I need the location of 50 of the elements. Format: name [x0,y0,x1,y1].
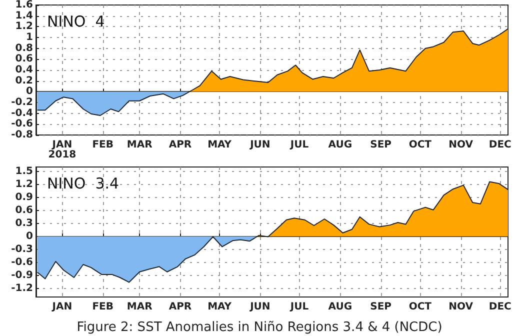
y-tick-label: -0.6 [11,256,34,268]
x-tick-label: MAY [208,302,232,312]
y-tick-label: -0.3 [11,244,34,255]
caption: Figure 2: SST Anomalies in Niño Regions 3.4 & 4 (NCDC) [76,320,442,335]
y-tick-label: 0.8 [15,42,34,54]
y-tick-label: 1.5 [15,166,34,177]
y-tick-label: 0.9 [15,192,34,203]
text: NINO 4 [47,12,105,30]
y-tick-label: 0.6 [15,54,34,65]
x-tick-label: MAY [208,140,232,150]
x-tick-label: FEB [92,140,114,150]
y-tick-label: 1.6 [15,0,34,10]
x-tick-label: DEC [488,140,512,150]
y-tick-label: -0.9 [11,270,34,281]
x-tick-label: JUN [249,140,270,150]
x-tick-label: JUN [249,302,270,312]
x-tick-label: NOV [448,302,474,312]
y-tick-label: -0.4 [11,108,34,119]
x-tick-label: SEP [370,302,392,312]
x-tick-label: MAR [126,140,153,150]
y-tick-label: 0 [26,230,34,242]
x-tick-label: APR [168,302,192,312]
x-tick-label: JAN 2018 [48,140,76,160]
x-tick-label: AUG [328,140,352,150]
y-tick-label: -1.2 [11,282,34,294]
x-tick-label: JUL [289,140,310,150]
y-tick-label: -0.2 [11,97,34,108]
text: NINO 3.4 [47,174,120,192]
x-tick-label: AUG [328,302,352,312]
y-tick-label: 1 [26,32,34,43]
x-tick-label: SEP [370,140,392,150]
x-tick-label: OCT [408,140,432,150]
x-tick-label: OCT [408,302,432,312]
y-tick-label: 1.4 [15,10,34,22]
x-tick-label: APR [168,140,192,150]
y-tick-label: 0.6 [15,204,34,216]
y-tick-label: -0.8 [11,130,34,140]
x-tick-label: MAR [126,302,153,312]
y-tick-label: 0.2 [15,75,34,86]
y-tick-label: 0.4 [15,64,34,76]
x-tick-label: DEC [488,302,512,312]
y-tick-label: 1.2 [15,21,34,32]
y-tick-label: 0.3 [15,218,34,229]
x-tick-label: JUL [289,302,310,312]
y-tick-label: -0.6 [11,118,34,130]
x-tick-label: JAN [51,302,72,312]
x-tick-label: NOV [448,140,474,150]
y-tick-label: 1.2 [15,178,34,190]
y-tick-label: 0 [26,86,34,98]
x-tick-label: FEB [92,302,114,312]
